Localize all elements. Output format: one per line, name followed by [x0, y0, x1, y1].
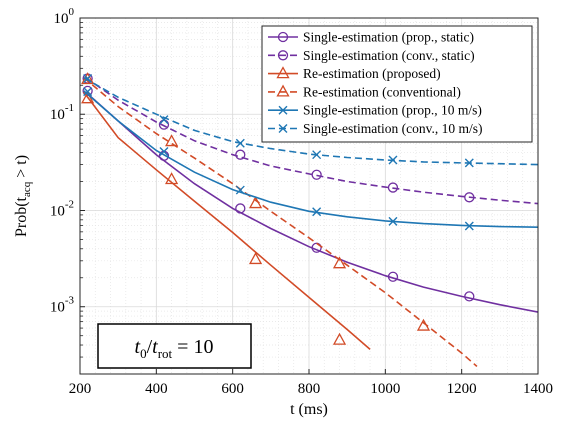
x-marker: [278, 124, 288, 133]
legend-label: Re-estimation (proposed): [303, 66, 441, 81]
circle-marker: [311, 242, 322, 253]
circle-marker: [235, 149, 246, 160]
legend-entry: Single-estimation (prop., 10 m/s): [268, 103, 482, 118]
data-series: [81, 72, 538, 368]
circle-marker: [387, 182, 399, 193]
x-marker: [83, 74, 93, 84]
series-5: [83, 87, 538, 231]
x-marker: [235, 185, 245, 195]
series-3: [81, 91, 371, 351]
x-marker: [159, 115, 169, 125]
x-marker: [312, 150, 322, 160]
circle-marker: [311, 169, 322, 180]
triangle-marker: [276, 66, 290, 79]
x-marker: [159, 147, 169, 157]
x-marker: [464, 221, 474, 231]
series-line: [83, 77, 538, 166]
legend: Single-estimation (prop., static) Single-…: [261, 25, 533, 143]
series-line: [85, 91, 538, 313]
series-line: [83, 90, 538, 228]
series-2: [82, 73, 538, 205]
circle-marker: [235, 203, 246, 214]
legend-label: Re-estimation (conventional): [303, 84, 461, 99]
series-4: [81, 72, 478, 368]
circle-marker: [277, 31, 289, 43]
circle-marker: [387, 271, 399, 282]
x-tick-label: 1400: [523, 381, 553, 397]
y-axis-title-subscript: acq: [21, 181, 33, 197]
annotation-rel: = 10: [172, 336, 213, 358]
legend-entry: Single-estimation (prop., static): [268, 30, 474, 45]
y-tick-label: 10-1: [50, 102, 74, 123]
y-tick-label: 10-2: [50, 198, 74, 219]
x-tick-label: 1000: [370, 381, 400, 397]
annotation-den-sub: rot: [158, 346, 173, 361]
y-tick-label: 100: [54, 6, 75, 27]
annotation-box: [97, 323, 252, 369]
legend-label: Single-estimation (conv., static): [303, 48, 475, 63]
triangle-marker: [332, 332, 347, 345]
series-6: [83, 74, 538, 168]
x-marker: [83, 87, 93, 97]
axis-ticks: 200 400 600 800 1000 1200 1400 100 10-1 10-2 10-3: [50, 6, 553, 397]
series-line: [83, 77, 478, 368]
annotation-num: t: [135, 336, 141, 358]
x-marker: [388, 155, 398, 165]
legend-label: Single-estimation (conv., 10 m/s): [303, 121, 482, 136]
y-axis-title-prefix: Prob(t: [13, 196, 30, 237]
legend-label: Single-estimation (prop., static): [303, 30, 474, 45]
x-marker: [312, 207, 322, 217]
triangle-marker: [165, 172, 179, 185]
x-axis-title: t (ms): [290, 401, 328, 418]
x-marker: [464, 158, 474, 168]
annotation-text: t0/trot = 10: [135, 336, 214, 361]
circle-marker: [277, 50, 289, 61]
circle-marker: [464, 192, 475, 203]
ratio-annotation: t0/trot = 10: [97, 323, 252, 369]
y-axis-title: Prob(tacq > t): [13, 155, 33, 237]
x-tick-label: 200: [69, 381, 92, 397]
legend-entry: Single-estimation (conv., static): [268, 48, 475, 63]
legend-entry: Re-estimation (conventional): [268, 84, 461, 99]
circle-marker: [82, 85, 93, 97]
annotation-den: t: [152, 336, 158, 358]
x-tick-label: 800: [298, 381, 321, 397]
x-marker: [278, 105, 288, 115]
triangle-marker: [248, 196, 263, 209]
triangle-marker: [332, 256, 347, 269]
series-line: [83, 91, 371, 351]
series-line: [85, 77, 538, 205]
circle-marker: [464, 291, 475, 302]
annotation-sep: /: [147, 336, 153, 358]
legend-label: Single-estimation (prop., 10 m/s): [303, 103, 482, 118]
y-axis-title-suffix: > t): [13, 155, 30, 182]
triangle-marker: [248, 252, 263, 265]
x-marker: [388, 216, 398, 226]
x-tick-label: 1200: [447, 381, 477, 397]
legend-entry: Re-estimation (proposed): [268, 66, 441, 81]
legend-box: [261, 25, 533, 143]
annotation-num-sub: 0: [140, 346, 147, 361]
y-tick-label: 10-3: [50, 295, 75, 316]
x-tick-label: 600: [221, 381, 244, 397]
legend-entry: Single-estimation (conv., 10 m/s): [268, 121, 482, 136]
x-tick-label: 400: [145, 381, 168, 397]
triangle-marker: [416, 318, 431, 331]
x-marker: [235, 138, 245, 148]
triangle-marker: [165, 134, 179, 147]
triangle-marker: [276, 84, 290, 97]
